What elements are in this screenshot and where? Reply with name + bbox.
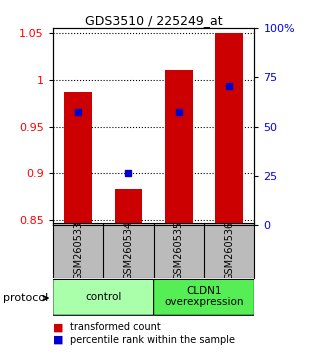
FancyBboxPatch shape [53, 279, 154, 315]
Text: ■: ■ [53, 322, 63, 332]
Text: GSM260536: GSM260536 [224, 221, 234, 280]
Bar [115, 189, 142, 225]
Text: CLDN1
overexpression: CLDN1 overexpression [164, 286, 244, 307]
FancyBboxPatch shape [154, 279, 254, 315]
Text: percentile rank within the sample: percentile rank within the sample [70, 335, 236, 345]
Text: control: control [85, 292, 121, 302]
Text: protocol: protocol [3, 293, 48, 303]
Bar [165, 70, 193, 225]
Text: GSM260535: GSM260535 [174, 221, 184, 280]
Text: GSM260534: GSM260534 [124, 221, 133, 280]
Title: GDS3510 / 225249_at: GDS3510 / 225249_at [85, 14, 222, 27]
Text: transformed count: transformed count [70, 322, 161, 332]
Bar [64, 92, 92, 225]
Text: ■: ■ [53, 335, 63, 345]
Bar [215, 33, 243, 225]
Text: GSM260533: GSM260533 [73, 221, 83, 280]
